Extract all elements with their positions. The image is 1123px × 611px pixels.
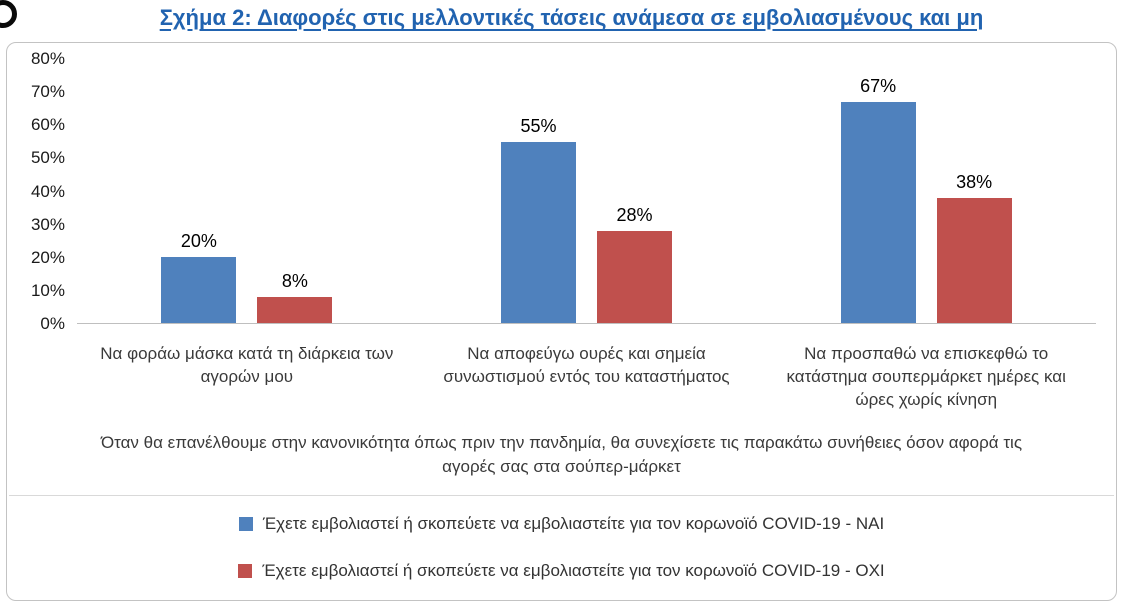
y-tick-label: 20% bbox=[30, 247, 65, 267]
legend: Έχετε εμβολιαστεί ή σκοπεύετε να εμβολια… bbox=[7, 514, 1116, 581]
bar bbox=[257, 296, 333, 323]
legend-label: Έχετε εμβολιαστεί ή σκοπεύετε να εμβολια… bbox=[262, 514, 885, 533]
axis-note: Όταν θα επανέλθουμε στην κανονικότητα όπ… bbox=[100, 433, 1023, 476]
legend-label: Έχετε εμβολιαστεί ή σκοπεύετε να εμβολια… bbox=[262, 561, 885, 580]
category-label: Να φοράω μάσκα κατά τη διάρκεια των αγορ… bbox=[100, 344, 394, 386]
legend-swatch-icon bbox=[238, 517, 253, 531]
bar bbox=[501, 141, 576, 323]
category-label: Να προσπαθώ να επισκεφθώ το κατάστημα σο… bbox=[786, 344, 1066, 409]
y-tick-label: 40% bbox=[30, 181, 65, 201]
bar-stack: 38% bbox=[936, 59, 1012, 323]
category-axis: Να φοράω μάσκα κατά τη διάρκεια των αγορ… bbox=[77, 324, 1096, 411]
y-tick-label: 70% bbox=[30, 82, 65, 102]
data-label: 55% bbox=[520, 115, 557, 136]
bar-stack: 8% bbox=[257, 59, 333, 323]
data-label: 8% bbox=[281, 270, 308, 291]
y-axis: 80% 70% 60% 50% 40% 30% 20% 10% 0% bbox=[7, 49, 77, 333]
chart-upper: 80% 70% 60% 50% 40% 30% 20% 10% 0% 20% 8% 55% 28% 67… bbox=[7, 49, 1096, 333]
legend-item: Έχετε εμβολιαστεί ή σκοπεύετε να εμβολια… bbox=[238, 514, 885, 534]
category-label: Να αποφεύγω ουρές και σημεία συνωστισμού… bbox=[443, 344, 730, 386]
data-label: 67% bbox=[860, 75, 897, 96]
bar-group: 67% 38% bbox=[756, 59, 1096, 323]
legend-swatch-icon bbox=[238, 564, 253, 578]
y-tick-label: 50% bbox=[30, 148, 65, 168]
bar-group: 55% 28% bbox=[417, 59, 757, 323]
chart-area: 80% 70% 60% 50% 40% 30% 20% 10% 0% 20% 8% 55% 28% 67… bbox=[6, 42, 1117, 601]
y-tick-label: 0% bbox=[40, 314, 65, 333]
chart-title: Σχήμα 2: Διαφορές στις μελλοντικές τάσει… bbox=[159, 5, 984, 30]
separator bbox=[9, 495, 1114, 496]
bar bbox=[936, 197, 1012, 323]
data-label: 38% bbox=[956, 171, 993, 192]
y-tick-label: 30% bbox=[30, 214, 65, 234]
bar bbox=[840, 101, 916, 323]
bar-stack: 20% bbox=[161, 59, 237, 323]
y-tick-label: 10% bbox=[30, 280, 65, 300]
bar-group: 20% 8% bbox=[77, 59, 417, 323]
plot-area: 20% 8% 55% 28% 67% 38% bbox=[77, 59, 1096, 324]
bar bbox=[161, 257, 237, 323]
corner-logo-icon bbox=[0, 0, 17, 28]
y-tick-label: 60% bbox=[30, 115, 65, 135]
data-label: 28% bbox=[616, 204, 653, 225]
bar bbox=[597, 230, 672, 323]
bar-stack: 28% bbox=[597, 59, 672, 323]
bar-stack: 55% bbox=[501, 59, 576, 323]
bar-stack: 67% bbox=[840, 59, 916, 323]
data-label: 20% bbox=[180, 231, 217, 251]
legend-item: Έχετε εμβολιαστεί ή σκοπεύετε να εμβολια… bbox=[238, 561, 885, 581]
y-tick-label: 80% bbox=[30, 49, 65, 68]
